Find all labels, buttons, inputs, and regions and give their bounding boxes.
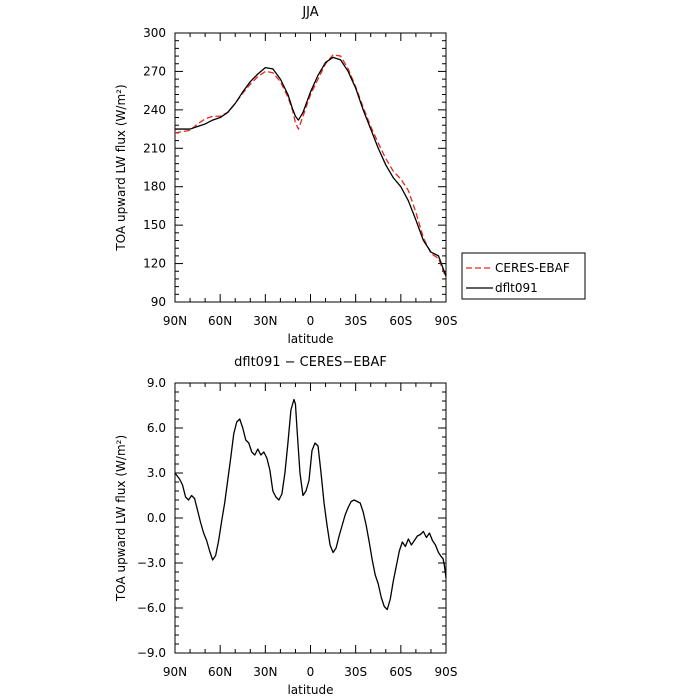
series-line-ceres-ebaf — [174, 54, 447, 278]
y-tick-label: 210 — [143, 141, 166, 155]
y-tick-label: 150 — [143, 218, 166, 232]
y-axis-label: TOA upward LW flux (W/m²) — [114, 84, 128, 251]
x-tick-label: 30N — [253, 665, 277, 679]
chart-panel-1: JJA 90 120 150 180 210 240 270 300 90N 60N 30N 0 30S 6… — [114, 5, 586, 346]
y-tick-label: 3.0 — [147, 466, 166, 480]
legend-box — [461, 252, 586, 300]
y-tick-label: −6.0 — [137, 601, 166, 615]
plot-frame — [174, 382, 447, 654]
x-tick-label: 60S — [389, 314, 412, 328]
y-tick-label: 120 — [143, 257, 166, 271]
y-axis-label: TOA upward LW flux (W/m²) — [114, 435, 128, 602]
y-tick-label: 270 — [143, 64, 166, 78]
y-tick-label: 0.0 — [147, 511, 166, 525]
x-tick-label: 90S — [435, 665, 458, 679]
x-tick-label: 0 — [307, 314, 315, 328]
chart-title: JJA — [301, 5, 318, 20]
x-tick-label: 30S — [344, 314, 367, 328]
y-tick-label: 300 — [143, 26, 166, 40]
x-axis-label: latitude — [287, 332, 333, 346]
x-tick-label: 60S — [389, 665, 412, 679]
x-tick-label: 60N — [208, 665, 232, 679]
x-axis-label: latitude — [287, 683, 333, 697]
x-tick-label: 30S — [344, 665, 367, 679]
y-tick-label: −9.0 — [137, 646, 166, 660]
series-line-dflt091 — [175, 56, 447, 277]
x-tick-label: 0 — [307, 665, 315, 679]
chart-title: dflt091 − CERES−EBAF — [234, 355, 387, 370]
y-tick-label: 90 — [151, 295, 166, 309]
legend-label: CERES-EBAF — [495, 261, 570, 275]
x-tick-label: 60N — [208, 314, 232, 328]
x-tick-label: 90S — [435, 314, 458, 328]
y-tick-label: 6.0 — [147, 421, 166, 435]
x-tick-label: 90N — [163, 314, 187, 328]
series-line-1 — [174, 398, 447, 611]
y-tick-label: 240 — [143, 103, 166, 117]
chart-panel-2: dflt091 − CERES−EBAF −9.0 −6.0 −3.0 0.0 3.0 6.… — [114, 355, 457, 697]
legend: CERES-EBAF dflt091 — [461, 252, 586, 300]
x-tick-label: 90N — [163, 665, 187, 679]
y-tick-label: 180 — [143, 180, 166, 194]
legend-label: dflt091 — [495, 281, 538, 295]
plot-frame — [174, 32, 447, 303]
x-tick-label: 30N — [253, 314, 277, 328]
y-tick-label: −3.0 — [137, 556, 166, 570]
y-tick-label: 9.0 — [147, 376, 166, 390]
